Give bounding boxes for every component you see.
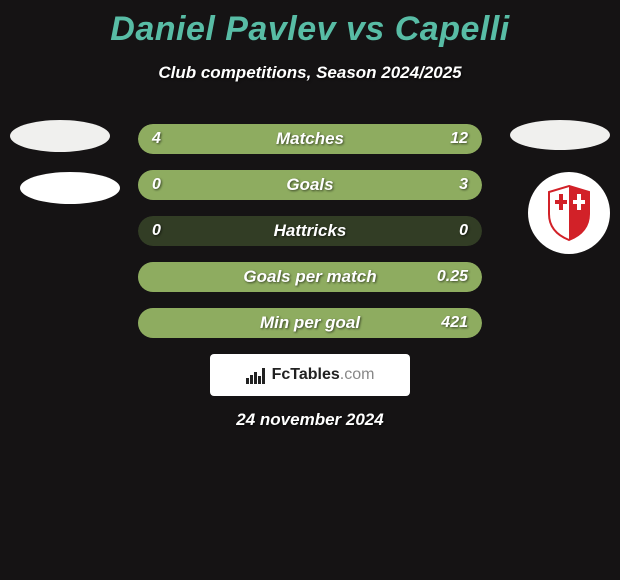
vs-text: vs [346, 10, 385, 48]
ellipse-icon [20, 172, 120, 204]
stat-value-left: 0 [152, 176, 161, 194]
footer-site-main: FcTables [272, 366, 340, 383]
stat-value-right: 3 [459, 176, 468, 194]
stat-value-left: 0 [152, 222, 161, 240]
left-team-badge-1 [10, 120, 110, 152]
bars-logo-icon [246, 366, 268, 384]
stat-row: Hattricks0 0 [138, 216, 482, 246]
player2-name: Capelli [395, 10, 510, 48]
stat-value-right: 12 [450, 130, 468, 148]
stat-value-right: 421 [441, 314, 468, 332]
right-team-badge-1 [510, 120, 610, 150]
stat-row: Goals0 3 [138, 170, 482, 200]
footer-site-dom: .com [340, 366, 375, 383]
left-team-badge-2 [20, 172, 120, 204]
stat-label: Hattricks [138, 221, 482, 241]
shield-icon [545, 184, 593, 242]
stat-value-right: 0.25 [437, 268, 468, 286]
ellipse-icon [10, 120, 110, 152]
club-crest-circle [528, 172, 610, 254]
right-team-badge-2 [528, 172, 610, 254]
stat-value-left: 4 [152, 130, 161, 148]
footer-site-name: FcTables.com [272, 366, 375, 384]
footer-attribution: FcTables.com [210, 354, 410, 396]
subtitle: Club competitions, Season 2024/2025 [0, 63, 620, 83]
stat-row: Matches4 12 [138, 124, 482, 154]
player1-name: Daniel Pavlev [110, 10, 336, 48]
ellipse-icon [510, 120, 610, 150]
stats-container: Matches412Goals03Hattricks00Goals per ma… [138, 124, 482, 354]
page-title: Daniel Pavlev vs Capelli [0, 0, 620, 49]
stat-label: Goals per match [138, 267, 482, 287]
stat-value-right: 0 [459, 222, 468, 240]
stat-row: Min per goal421 [138, 308, 482, 338]
stat-label: Min per goal [138, 313, 482, 333]
stat-label: Goals [138, 175, 482, 195]
date-text: 24 november 2024 [0, 410, 620, 430]
stat-label: Matches [138, 129, 482, 149]
stat-row: Goals per match0.25 [138, 262, 482, 292]
